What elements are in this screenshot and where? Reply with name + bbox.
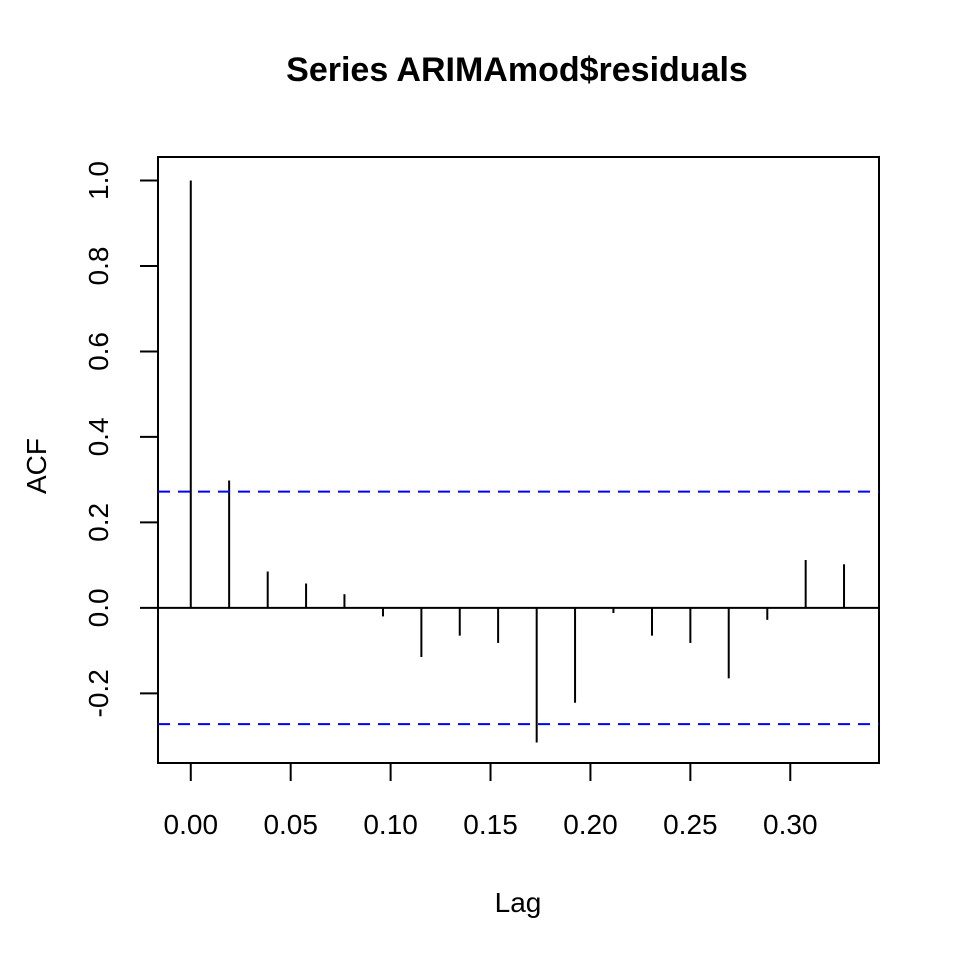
x-tick-label: 0.00	[164, 809, 219, 840]
y-tick-label: 1.0	[83, 161, 114, 200]
y-tick-label: 0.8	[83, 247, 114, 286]
x-tick-label: 0.25	[663, 809, 718, 840]
x-tick-label: 0.05	[263, 809, 318, 840]
y-axis-label: ACF	[21, 438, 52, 494]
y-tick-label: 0.0	[83, 588, 114, 627]
x-tick-label: 0.10	[363, 809, 418, 840]
confidence-bounds	[158, 490, 879, 726]
x-axis: 0.00 0.05 0.10 0.15 0.20 0.25 0.30	[164, 762, 818, 840]
y-tick-label: 0.2	[83, 503, 114, 542]
plot-frame	[157, 156, 880, 764]
chart-title: Series ARIMAmod$residuals	[286, 51, 748, 89]
y-axis: -0.2 0.0 0.2 0.4 0.6 0.8 1.0	[83, 161, 159, 717]
y-tick-label: 0.6	[83, 332, 114, 371]
acf-bars	[158, 180, 879, 743]
x-tick-label: 0.20	[563, 809, 618, 840]
y-tick-label: -0.2	[83, 669, 114, 717]
y-tick-label: 0.4	[83, 417, 114, 456]
x-axis-label: Lag	[495, 887, 542, 918]
x-tick-label: 0.15	[463, 809, 518, 840]
x-tick-label: 0.30	[763, 809, 818, 840]
